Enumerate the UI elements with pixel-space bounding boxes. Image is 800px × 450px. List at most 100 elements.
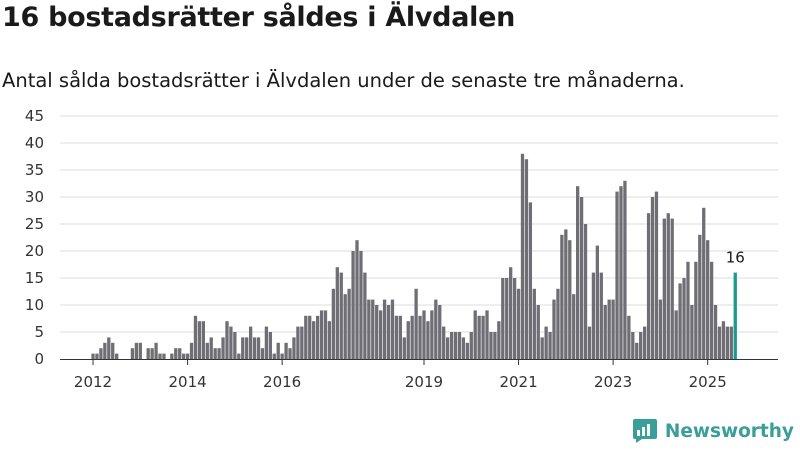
bar [654, 191, 659, 359]
y-tick-label: 40 [25, 134, 44, 152]
bar [556, 288, 560, 359]
bar [702, 207, 706, 359]
bar [493, 332, 497, 359]
bar [635, 342, 639, 359]
bar [371, 299, 375, 359]
latest-value-label: 16 [726, 249, 745, 267]
bar [532, 288, 536, 359]
bar [560, 234, 564, 359]
brand[interactable]: Newsworthy [632, 419, 794, 443]
bar [434, 299, 438, 359]
chart-title: 16 bostadsrätter såldes i Älvdalen [2, 2, 516, 33]
bar [729, 326, 733, 359]
bar [343, 294, 347, 359]
x-tick-label: 2023 [594, 373, 632, 391]
bar [323, 310, 328, 359]
bar [237, 353, 241, 359]
bar [607, 299, 611, 359]
bar [146, 348, 150, 359]
bar [178, 348, 182, 359]
bar [276, 342, 280, 359]
bar [296, 326, 300, 359]
bar [379, 310, 383, 359]
bar [170, 353, 174, 359]
bar [520, 153, 525, 359]
bar [473, 310, 477, 359]
bar [650, 197, 655, 359]
bar [241, 337, 245, 359]
bar [233, 332, 237, 359]
bar [694, 261, 698, 359]
bar [666, 213, 670, 359]
bar [315, 315, 320, 359]
bar [193, 315, 198, 359]
bar [469, 332, 473, 359]
bar [528, 202, 533, 359]
bar [347, 288, 351, 359]
brand-name: Newsworthy [664, 420, 794, 442]
bar [382, 299, 387, 359]
bar [501, 278, 505, 359]
bar [587, 326, 592, 359]
bar [248, 326, 253, 359]
x-tick-label: 2025 [689, 373, 727, 391]
x-tick-label: 2016 [263, 373, 301, 391]
bar [351, 251, 355, 359]
bar [670, 218, 674, 359]
bars [91, 153, 737, 359]
bar [182, 353, 186, 359]
bar-latest [733, 272, 737, 359]
bar [430, 310, 434, 359]
bar [260, 348, 265, 359]
bar [363, 272, 367, 359]
bar [717, 326, 722, 359]
bar [564, 229, 568, 359]
bar [335, 267, 339, 359]
bar [623, 180, 627, 359]
bar [390, 299, 395, 359]
bar [130, 348, 135, 359]
bar [615, 191, 619, 359]
bar [627, 315, 631, 359]
bar [99, 348, 103, 359]
bar [209, 337, 213, 359]
bar [162, 353, 166, 359]
bar [572, 294, 576, 359]
bar [619, 186, 623, 359]
bar [576, 186, 580, 359]
y-tick-label: 10 [25, 296, 44, 314]
bar [485, 310, 489, 359]
x-tick-label: 2021 [499, 373, 537, 391]
bar [221, 337, 225, 359]
bar [134, 342, 139, 359]
bar [394, 315, 399, 359]
bar [512, 278, 517, 359]
bar [185, 353, 190, 359]
bar [706, 240, 710, 359]
y-tick-label: 25 [25, 215, 44, 233]
newsworthy-logo-icon [632, 419, 657, 443]
bar [264, 326, 269, 359]
bar [465, 342, 469, 359]
x-axis-ticks: 2012 2014 2016 2019 2021 2023 2025 [74, 359, 727, 391]
gridlines [60, 115, 778, 333]
bar [331, 288, 336, 359]
bar [540, 337, 544, 359]
bar [603, 305, 607, 359]
y-tick-label: 20 [25, 242, 44, 260]
data-labels: 16 [726, 249, 745, 267]
bar [658, 299, 663, 359]
bar [256, 337, 261, 359]
bar [678, 283, 682, 359]
bar [445, 337, 450, 359]
bar [410, 315, 414, 359]
bar [217, 348, 221, 359]
bar [268, 332, 272, 359]
bar [300, 326, 304, 359]
bar [359, 251, 363, 359]
bar [721, 321, 726, 359]
y-tick-label: 15 [25, 269, 44, 287]
bar [516, 288, 521, 359]
bar [272, 353, 276, 359]
